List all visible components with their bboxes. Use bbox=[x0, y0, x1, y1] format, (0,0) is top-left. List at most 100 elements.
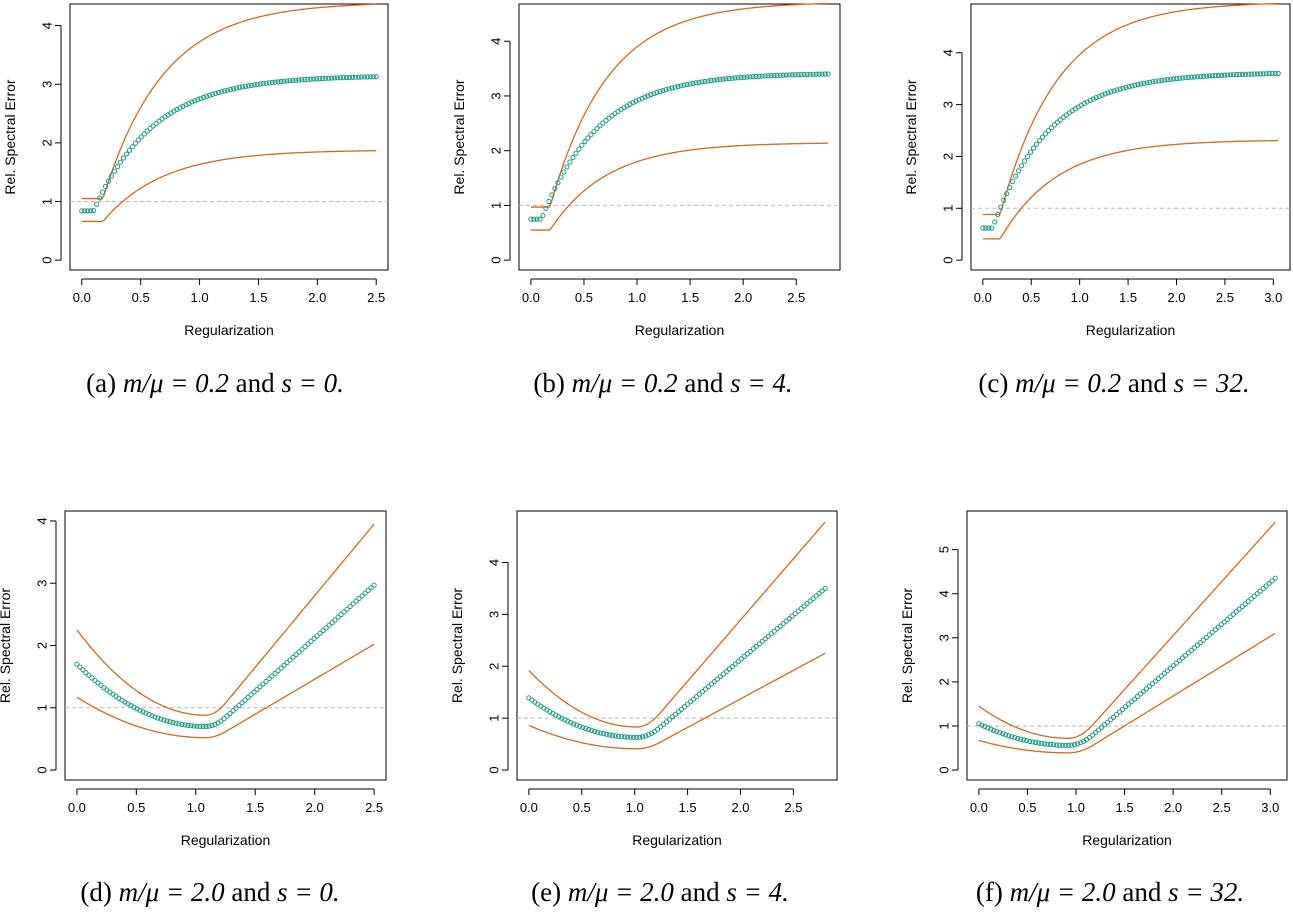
mean-point bbox=[197, 723, 203, 729]
upper-band-line bbox=[978, 521, 1276, 739]
mean-point bbox=[753, 643, 759, 649]
mean-point bbox=[1203, 73, 1210, 79]
x-tick-label: 1.0 bbox=[1067, 800, 1085, 815]
mean-point bbox=[117, 159, 124, 165]
plot-frame bbox=[966, 510, 1288, 781]
mean-point bbox=[260, 80, 266, 87]
mean-point bbox=[795, 608, 801, 614]
mean-point bbox=[762, 636, 768, 642]
mean-point bbox=[666, 86, 672, 92]
mean-point bbox=[1021, 737, 1027, 743]
x-tick-label: 2.0 bbox=[731, 800, 749, 815]
y-tick-label: 0 bbox=[39, 257, 54, 264]
mean-point bbox=[675, 83, 681, 90]
x-tick-label: 1.5 bbox=[679, 800, 697, 815]
lower-band-line bbox=[530, 142, 829, 231]
x-tick-label: 2.0 bbox=[1164, 800, 1182, 815]
mean-point bbox=[1072, 742, 1078, 748]
mean-point bbox=[361, 74, 367, 80]
y-axis-label: Rel. Spectral Error bbox=[2, 79, 18, 194]
mean-point bbox=[807, 71, 813, 77]
mean-point bbox=[254, 81, 260, 88]
mean-point bbox=[696, 79, 702, 85]
mean-point bbox=[77, 664, 83, 670]
mean-point bbox=[594, 125, 600, 132]
mean-point bbox=[334, 75, 341, 81]
x-axis-label: Regularization bbox=[184, 322, 274, 338]
x-tick-label: 1.0 bbox=[187, 800, 205, 815]
x-tick-label: 2.5 bbox=[1216, 290, 1234, 305]
mean-point bbox=[293, 652, 299, 658]
mean-point bbox=[639, 734, 646, 740]
mean-point bbox=[1242, 71, 1248, 77]
mean-point bbox=[1138, 81, 1144, 87]
mean-point bbox=[588, 132, 594, 138]
mean-point bbox=[771, 72, 777, 79]
mean-point bbox=[1089, 732, 1096, 738]
mean-point bbox=[622, 734, 628, 740]
caption-d: (d) m/μ = 2.0 and s = 0. bbox=[80, 877, 340, 907]
mean-point bbox=[367, 74, 373, 80]
mean-point bbox=[1054, 119, 1061, 125]
mean-point bbox=[254, 686, 260, 692]
mean-point bbox=[534, 216, 540, 222]
mean-point bbox=[570, 154, 576, 161]
mean-point bbox=[1004, 191, 1010, 197]
mean-point bbox=[762, 73, 768, 79]
mean-point bbox=[628, 734, 634, 740]
mean-point bbox=[702, 78, 708, 85]
mean-point bbox=[1152, 678, 1159, 684]
mean-point bbox=[263, 80, 269, 86]
mean-point bbox=[317, 630, 323, 636]
mean-point bbox=[296, 77, 302, 83]
mean-point bbox=[362, 590, 368, 596]
upper-band-line bbox=[81, 3, 377, 200]
mean-point bbox=[365, 587, 371, 594]
mean-point bbox=[1201, 73, 1207, 79]
mean-point bbox=[986, 225, 992, 231]
mean-point bbox=[192, 98, 198, 104]
mean-point bbox=[287, 657, 293, 663]
y-tick-label: 4 bbox=[486, 559, 501, 566]
mean-point bbox=[795, 72, 801, 78]
mean-point bbox=[1042, 741, 1048, 747]
mean-point bbox=[591, 128, 597, 135]
mean-point bbox=[726, 666, 732, 672]
mean-point bbox=[639, 95, 645, 101]
y-tick-label: 4 bbox=[940, 49, 955, 56]
y-tick-label: 1 bbox=[39, 198, 54, 205]
mean-point bbox=[92, 677, 98, 684]
mean-point bbox=[80, 667, 86, 673]
mean-point bbox=[203, 723, 209, 730]
mean-point bbox=[186, 100, 192, 106]
y-tick-label: 2 bbox=[486, 663, 501, 670]
x-tick-label: 0.0 bbox=[970, 800, 988, 815]
mean-point bbox=[1001, 197, 1007, 203]
mean-point bbox=[1132, 82, 1138, 88]
mean-point bbox=[158, 716, 164, 722]
mean-point bbox=[1239, 603, 1245, 610]
mean-point bbox=[1021, 158, 1028, 164]
mean-point bbox=[1221, 619, 1227, 625]
upper-band-line bbox=[528, 521, 826, 728]
mean-point bbox=[540, 212, 546, 219]
mean-point bbox=[1075, 741, 1081, 747]
mean-point bbox=[822, 585, 828, 592]
mean-point bbox=[995, 211, 1001, 217]
mean-point bbox=[1165, 77, 1171, 83]
mean-point bbox=[1016, 168, 1022, 174]
mean-point bbox=[786, 616, 792, 622]
y-tick-label: 2 bbox=[488, 147, 503, 154]
mean-point bbox=[1230, 72, 1237, 78]
y-tick-label: 4 bbox=[936, 590, 951, 597]
mean-point bbox=[1180, 75, 1186, 81]
mean-point bbox=[1134, 693, 1141, 700]
mean-point bbox=[320, 75, 326, 82]
mean-point bbox=[705, 684, 712, 690]
mean-point bbox=[120, 155, 127, 161]
mean-point bbox=[577, 723, 583, 729]
mean-point bbox=[1266, 580, 1272, 587]
mean-point bbox=[185, 722, 191, 728]
y-tick-label: 1 bbox=[488, 202, 503, 209]
mean-point bbox=[144, 128, 150, 134]
